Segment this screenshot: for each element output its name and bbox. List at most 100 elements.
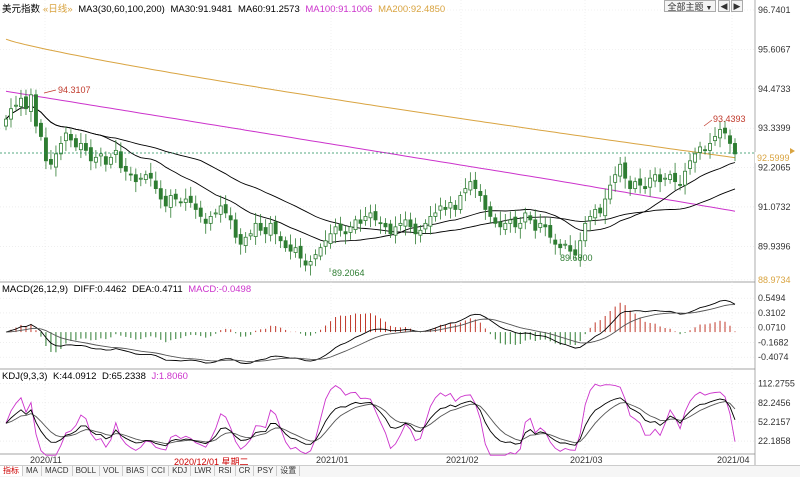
- candle-body: [19, 97, 23, 108]
- macd-axis-label: 0.0710: [758, 323, 786, 333]
- candle-body: [153, 180, 158, 190]
- candle-body: [53, 153, 58, 168]
- kdj-legend-d: D:65.2338: [102, 371, 146, 382]
- tab-settings[interactable]: 设置: [277, 466, 301, 476]
- theme-label: 全部主题: [667, 2, 704, 12]
- arrow-left-button[interactable]: ◀: [718, 0, 730, 12]
- candle-body: [313, 254, 318, 260]
- candle-body: [643, 186, 648, 190]
- kdj-legend-k: K:44.0912: [53, 371, 97, 382]
- candle-body: [573, 249, 578, 256]
- candle-body: [333, 226, 338, 235]
- tab-bias[interactable]: BIAS: [123, 466, 149, 476]
- candle-body: [73, 138, 78, 148]
- kdj-axis-label: 82.2456: [758, 398, 791, 408]
- kdj-d-line: [5, 401, 736, 445]
- candle-body: [183, 198, 188, 203]
- candle-body: [208, 216, 213, 224]
- candle-body: [463, 188, 468, 194]
- candle-body: [348, 226, 353, 233]
- candle-body: [308, 261, 313, 266]
- tab-cr[interactable]: CR: [236, 466, 255, 476]
- candle-body: [338, 223, 343, 231]
- candle-body: [518, 222, 523, 229]
- legend-ma-label: MA3(30,60,100,200): [78, 4, 165, 15]
- candle-body: [393, 226, 398, 236]
- candle-body: [58, 143, 63, 155]
- candle-body: [483, 195, 488, 210]
- candle-body: [158, 188, 163, 200]
- candle-body: [618, 163, 623, 177]
- candle-body: [593, 209, 598, 219]
- candle-body: [523, 212, 528, 223]
- candle-body: [533, 219, 538, 231]
- indicator-tabbar: 指标 MA MACD BOLL VOL BIAS CCI KDJ LWR RSI CR PSY 设置: [0, 465, 800, 477]
- candle-body: [633, 181, 638, 190]
- candle-body: [648, 177, 653, 188]
- tab-lwr[interactable]: LWR: [191, 466, 216, 476]
- tab-ma[interactable]: MA: [23, 466, 42, 476]
- candle-body: [398, 222, 403, 226]
- candle-body: [168, 195, 173, 208]
- tab-psy[interactable]: PSY: [254, 466, 278, 476]
- candle-body: [268, 222, 273, 236]
- candle-body: [563, 243, 568, 246]
- candle-body: [143, 174, 148, 180]
- candle-body: [298, 245, 303, 259]
- candle-body: [493, 217, 498, 224]
- macd-axis-label: -0.4074: [758, 352, 789, 362]
- legend-ma200: MA200:92.4850: [378, 4, 446, 15]
- candle-body: [283, 240, 288, 249]
- kdj-legend-name: KDJ(9,3,3): [2, 371, 48, 382]
- candle-body: [223, 204, 228, 214]
- tab-rsi[interactable]: RSI: [215, 466, 236, 476]
- candle-body: [503, 222, 508, 231]
- kdj-axis-label: 112.2755: [758, 379, 795, 389]
- kdj-axis-label: 22.1858: [758, 436, 791, 446]
- date-label-nov: 2020/11: [30, 455, 62, 465]
- date-label-feb: 2021/02: [446, 455, 479, 465]
- candle-body: [548, 225, 553, 238]
- date-label-mar: 2021/03: [570, 455, 603, 465]
- tab-kdj[interactable]: KDJ: [169, 466, 192, 476]
- candle-body: [78, 143, 83, 151]
- price-axis-label: 95.6067: [758, 44, 791, 54]
- candle-body: [29, 94, 33, 112]
- tab-vol[interactable]: VOL: [100, 466, 124, 476]
- candle-body: [723, 127, 727, 134]
- arrow-right-button[interactable]: ▶: [731, 0, 743, 12]
- annotation-high-left-tick: [43, 89, 57, 94]
- tab-boll[interactable]: BOLL: [73, 466, 101, 476]
- annotation-low-left: 89.2064: [332, 268, 365, 278]
- legend-ma100: MA100:91.1006: [305, 4, 373, 15]
- tab-cci[interactable]: CCI: [148, 466, 170, 476]
- candle-body: [708, 143, 712, 151]
- tab-macd[interactable]: MACD: [42, 466, 73, 476]
- candle-body: [148, 172, 153, 179]
- candle-body: [678, 184, 683, 186]
- ma60-line: [5, 105, 736, 235]
- candle-body: [218, 205, 223, 215]
- macd-legend-diff: DIFF:0.4462: [73, 284, 127, 295]
- candle-body: [438, 205, 443, 211]
- candle-body: [213, 212, 218, 215]
- candle-body: [103, 156, 108, 165]
- candle-body: [43, 137, 48, 162]
- kdj-j-line: [5, 383, 736, 456]
- candle-body: [173, 193, 178, 200]
- candle-body: [448, 202, 453, 209]
- macd-panel: 0.5494 0.3102 0.0710 -0.1682 -0.4074: [0, 293, 789, 364]
- macd-axis-label: 0.3102: [758, 308, 786, 318]
- candle-body: [698, 146, 702, 153]
- candle-body: [718, 129, 722, 139]
- candle-body: [553, 239, 558, 245]
- theme-dropdown[interactable]: 全部主题 ▼: [664, 0, 716, 12]
- price-axis-label: 96.7401: [758, 5, 791, 15]
- candle-body: [603, 198, 608, 217]
- candle-body: [588, 216, 593, 221]
- legend-period[interactable]: «日线»: [43, 4, 73, 15]
- tab-indicator[interactable]: 指标: [0, 466, 23, 476]
- candle-body: [453, 204, 458, 210]
